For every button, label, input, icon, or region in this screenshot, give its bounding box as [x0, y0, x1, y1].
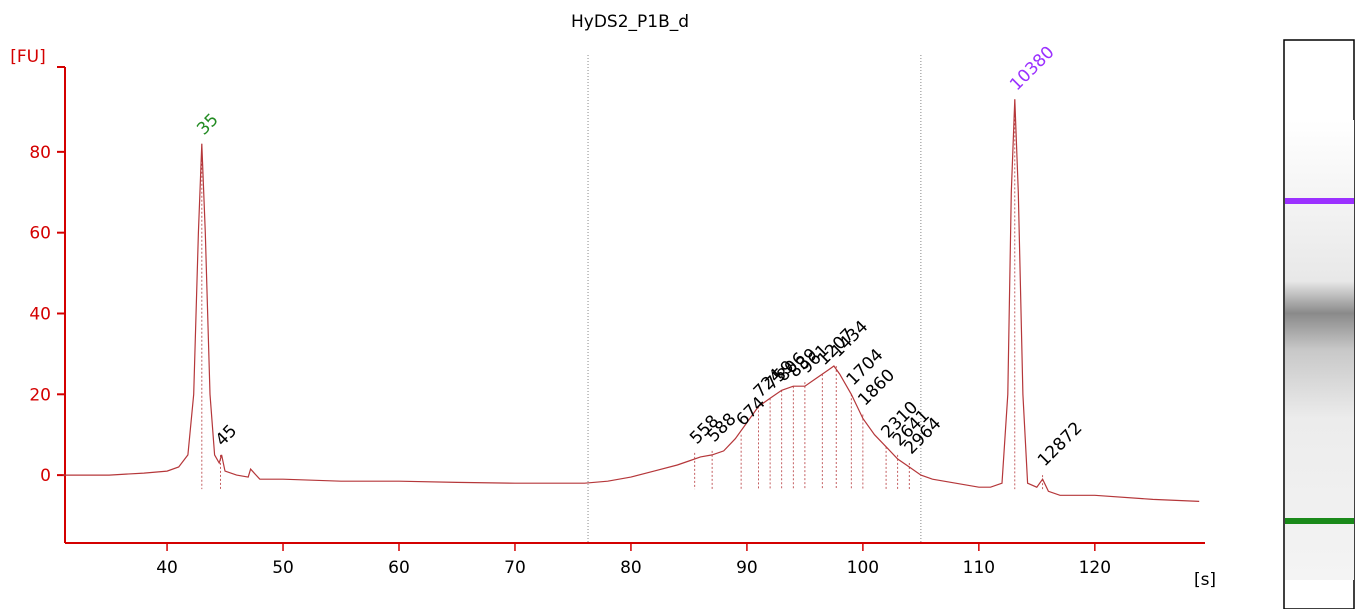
chart-title: HyDS2_P1B_d	[571, 12, 689, 32]
x-tick-label: 90	[736, 558, 758, 578]
gel-band-lower	[1285, 518, 1354, 524]
peak-label: 45	[212, 421, 241, 450]
x-tick-label: 100	[847, 558, 879, 578]
gel-lane	[1285, 120, 1354, 580]
x-tick-label: 70	[504, 558, 526, 578]
peak-label: 12872	[1034, 418, 1086, 470]
x-tick-label: 50	[272, 558, 294, 578]
y-tick-label: 80	[29, 143, 51, 163]
x-tick-label: 60	[388, 558, 410, 578]
y-tick-label: 40	[29, 304, 51, 324]
x-tick-label: 80	[620, 558, 642, 578]
x-axis-label: [s]	[1194, 570, 1216, 590]
trace	[62, 99, 1200, 502]
x-tick-label: 40	[156, 558, 178, 578]
y-tick-label: 60	[29, 224, 51, 244]
y-tick-label: 20	[29, 385, 51, 405]
peak-label: 35	[193, 110, 222, 139]
y-tick-label: 0	[40, 466, 51, 486]
y-axis-label: [FU]	[10, 47, 46, 67]
gel-band-upper	[1285, 198, 1354, 204]
peak-label: 10380	[1006, 42, 1058, 94]
x-tick-label: 120	[1079, 558, 1111, 578]
x-tick-label: 110	[963, 558, 995, 578]
